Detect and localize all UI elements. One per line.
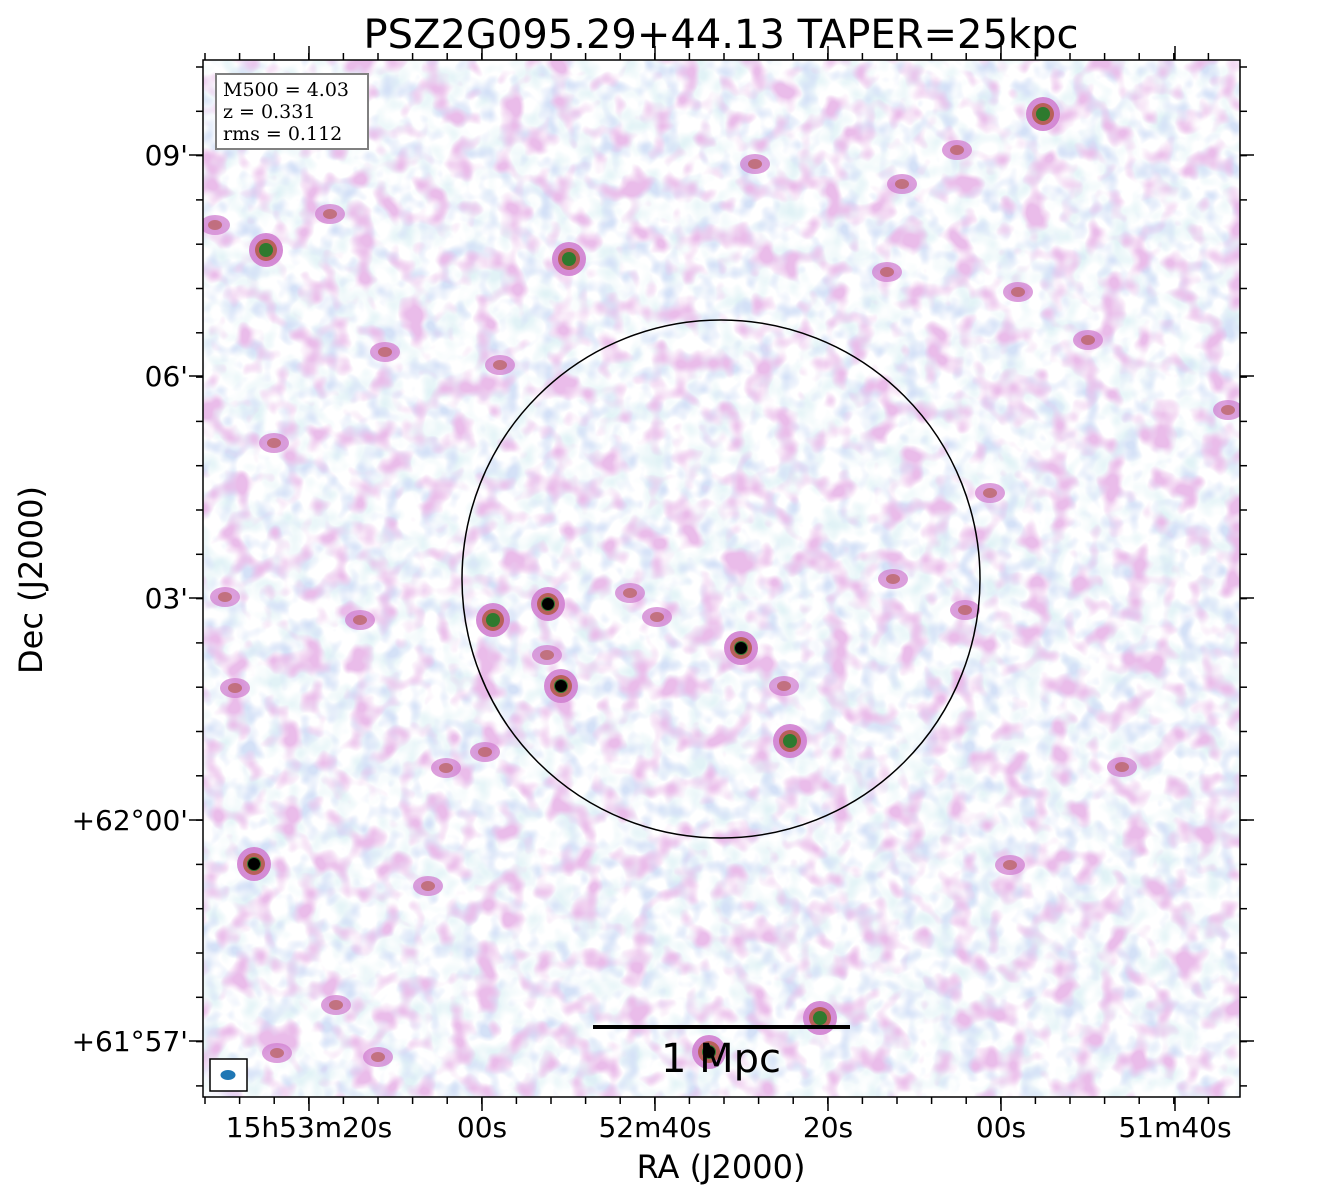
faint-source-core [1011, 287, 1025, 297]
faint-source-core [1221, 405, 1235, 415]
y-tick-label-2: 06' [145, 360, 188, 393]
source-inner [813, 1011, 827, 1025]
faint-source-core [1003, 860, 1017, 870]
faint-source-core [493, 360, 507, 370]
faint-source-core [983, 488, 997, 498]
faint-source-core [378, 347, 392, 357]
scale-bar: 1 Mpc [593, 1025, 850, 1082]
faint-source-core [218, 592, 232, 602]
faint-source-core [270, 1048, 284, 1058]
faint-source-core [228, 683, 242, 693]
x-tick-label-5: 00s [976, 1111, 1026, 1144]
faint-source-core [421, 881, 435, 891]
faint-source-core [886, 574, 900, 584]
source-core [248, 858, 260, 870]
faint-source-core [439, 763, 453, 773]
y-tick-label-1: 09' [145, 139, 188, 172]
faint-source-core [1081, 335, 1095, 345]
source-inner [1036, 107, 1050, 121]
faint-source-core [353, 615, 367, 625]
y-tick-label-3: 03' [145, 582, 188, 615]
faint-source-core [208, 220, 222, 230]
source-inner [562, 252, 576, 266]
info-m500: M500 = 4.03 [223, 79, 349, 101]
faint-source-core [371, 1052, 385, 1062]
source-core [703, 1046, 715, 1058]
y-axis-label: Dec (J2000) [12, 486, 50, 674]
x-tick-label-6: 51m40s [1118, 1111, 1231, 1144]
source-inner [259, 243, 273, 257]
faint-source-core [478, 747, 492, 757]
faint-source-core [650, 612, 664, 622]
y-tick-label-4: +62°00' [72, 804, 188, 837]
source-core [735, 642, 747, 654]
source-inner [486, 613, 500, 627]
faint-source-core [540, 650, 554, 660]
faint-source-core [267, 438, 281, 448]
x-tick-label-1: 15h53m20s [226, 1111, 393, 1144]
scale-bar-label: 1 Mpc [661, 1036, 781, 1082]
faint-source-core [748, 159, 762, 169]
info-redshift: z = 0.331 [223, 101, 315, 123]
noise-layer-pink [203, 60, 1240, 1097]
faint-source-core [958, 605, 972, 615]
faint-source-core [623, 588, 637, 598]
faint-source-core [950, 145, 964, 155]
map-image [203, 60, 1240, 1097]
faint-source-core [880, 267, 894, 277]
info-rms: rms = 0.112 [223, 123, 342, 145]
axis-ticks [189, 46, 1254, 1111]
x-axis-label: RA (J2000) [637, 1148, 806, 1186]
faint-source-core [1115, 762, 1129, 772]
source-core [542, 598, 554, 610]
faint-source-core [777, 681, 791, 691]
chart-title: PSZ2G095.29+44.13 TAPER=25kpc [364, 12, 1079, 58]
x-tick-label-4: 20s [803, 1111, 853, 1144]
x-tick-label-2: 00s [457, 1111, 507, 1144]
source-blobs [203, 97, 1240, 1069]
plot-frame [202, 59, 1241, 1098]
y-tick-label-5: +61°57' [72, 1025, 188, 1058]
source-core [555, 680, 567, 692]
faint-source-core [329, 1000, 343, 1010]
info-box: M500 = 4.03 z = 0.331 rms = 0.112 [215, 73, 369, 150]
x-tick-label-3: 52m40s [598, 1111, 711, 1144]
faint-source-core [895, 179, 909, 189]
faint-source-core [323, 209, 337, 219]
source-inner [783, 734, 797, 748]
beam-indicator [209, 1058, 248, 1092]
beam-ellipse [220, 1070, 236, 1080]
cluster-circle [461, 319, 981, 839]
